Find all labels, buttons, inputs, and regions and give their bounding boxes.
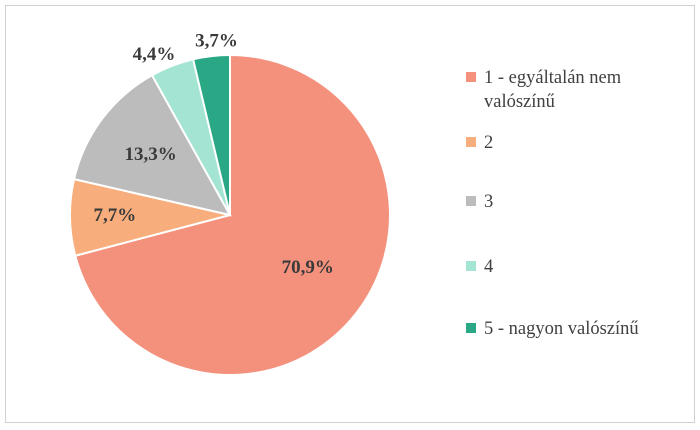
legend-label-2: 2: [484, 133, 494, 153]
legend-label-3: 3: [484, 192, 494, 212]
pie-slice-3: [72, 73, 232, 217]
pie-data-labels: 70,9% 7,7% 13,3% 4,4% 3,7%: [93, 30, 333, 278]
pie-slice-5: [191, 53, 231, 216]
legend-swatch-2: [466, 137, 476, 147]
data-label-2: 7,7%: [93, 205, 136, 226]
data-label-4: 4,4%: [133, 44, 176, 65]
legend-label-1: 1 - egyáltalán nem valószínű: [484, 68, 622, 112]
data-label-5: 3,7%: [195, 30, 238, 51]
pie-slices: [69, 53, 391, 376]
pie-slice-1: [74, 53, 391, 376]
data-label-3: 13,3%: [125, 144, 177, 165]
legend-label-5: 5 - nagyon valószínű: [484, 319, 639, 339]
legend-swatch-5: [466, 323, 476, 333]
legend-label-4: 4: [484, 257, 494, 277]
legend-swatch-3: [466, 196, 476, 206]
legend-swatch-4: [466, 261, 476, 271]
legend-swatch-1: [466, 72, 476, 82]
data-label-1: 70,9%: [282, 257, 334, 278]
